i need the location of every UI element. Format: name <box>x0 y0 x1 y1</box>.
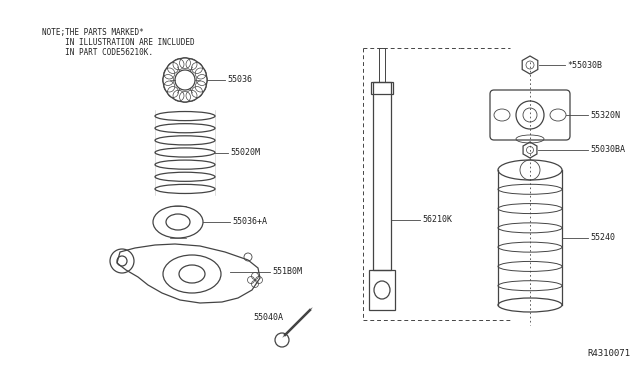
Text: 56210K: 56210K <box>422 215 452 224</box>
Text: 55020M: 55020M <box>230 148 260 157</box>
Text: IN ILLUSTRATION ARE INCLUDED: IN ILLUSTRATION ARE INCLUDED <box>42 38 195 47</box>
Bar <box>371 82 393 94</box>
Text: 551B0M: 551B0M <box>272 267 302 276</box>
Text: NOTE;THE PARTS MARKED*: NOTE;THE PARTS MARKED* <box>42 28 144 37</box>
Text: IN PART CODE56210K.: IN PART CODE56210K. <box>42 48 153 57</box>
Text: *55030B: *55030B <box>567 61 602 70</box>
Bar <box>373 82 391 270</box>
Text: 55320N: 55320N <box>590 110 620 119</box>
Text: 55036: 55036 <box>227 76 252 84</box>
Text: 55036+A: 55036+A <box>232 218 267 227</box>
Text: 55040A: 55040A <box>253 314 283 323</box>
Text: 55240: 55240 <box>590 233 615 242</box>
Bar <box>369 270 395 310</box>
Text: 55030BA: 55030BA <box>590 145 625 154</box>
Text: R4310071: R4310071 <box>587 349 630 358</box>
